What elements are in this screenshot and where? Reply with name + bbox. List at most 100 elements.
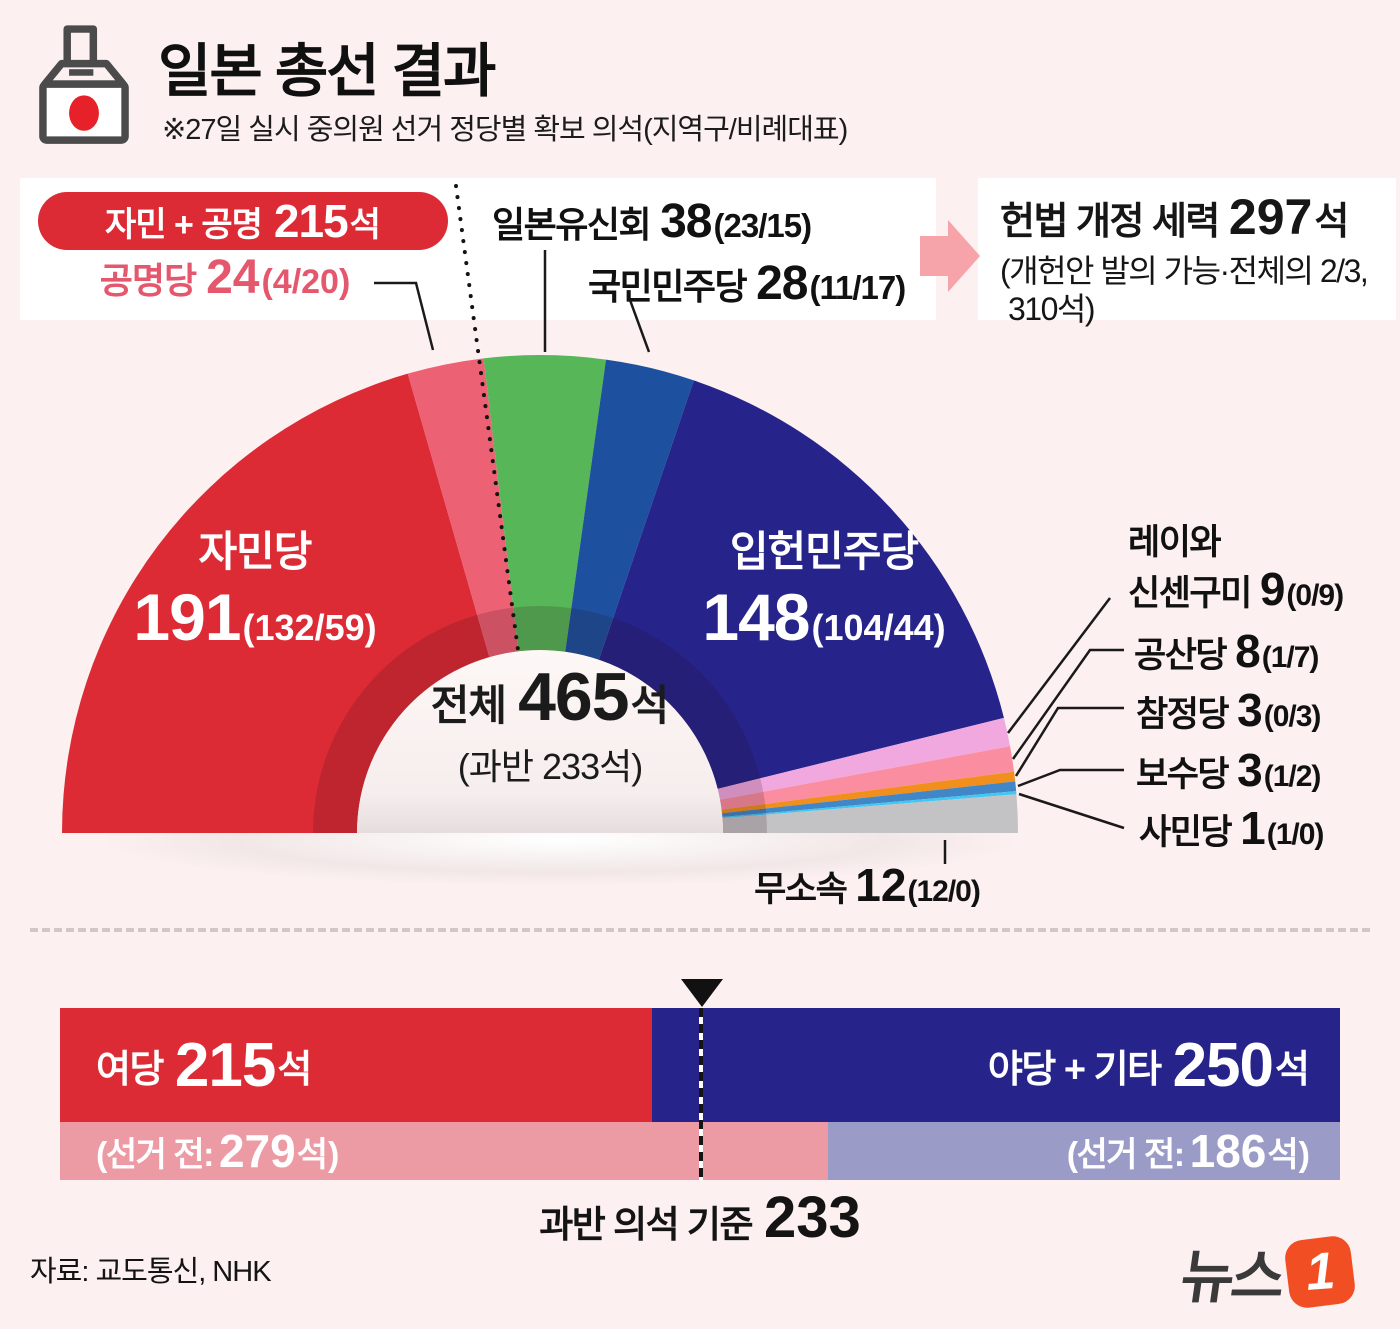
ipheon-name: 입헌민주당 [729,528,919,575]
kokumin-seats: 28 [756,257,808,310]
page-title: 일본 총선 결과 [158,39,496,104]
opposition-unit: 석 [1275,1048,1310,1091]
before-opposition-seats: 186 [1189,1125,1267,1177]
ruling-seats: 215 [174,1030,276,1100]
label-samin: 사민당 1(1/0) [1139,801,1325,855]
musosok-seats: 12 [855,859,907,911]
majority-value: 233 [764,1185,861,1250]
seat-half-donut-chart [62,184,1125,886]
majority-dotted-line [699,1008,703,1180]
majority-marker-triangle [681,979,723,1007]
section-divider [30,928,1370,932]
musosok-name: 무소속 [754,870,848,909]
constitution-unit: 석 [1314,201,1350,243]
jiminto-detail: (132/59) [242,607,377,648]
label-kokumin: 국민민주당 28(11/17) [588,256,907,311]
jiminto-seats: 191 [133,580,241,654]
arrow-right-icon [920,220,980,292]
result-bar-opposition: 야당 + 기타 250 석 [651,1008,1340,1122]
before-bar-opposition: (선거 전: 186 석) [828,1122,1340,1180]
chamjeong-name: 참정당 [1136,695,1230,734]
constitution-box-headline: 헌법 개정 세력 297석 [1000,188,1349,246]
komeito-detail: (4/20) [261,263,351,301]
donut-segment-7 [719,746,1015,810]
donut-segment-2 [407,358,519,658]
leader-reiwa [1007,597,1111,734]
ruling-coalition-unit: 석 [349,205,381,244]
donut-segment-6 [717,717,1011,800]
donut-segments [62,355,1018,833]
constitution-box-note2: 310석) [1008,291,1096,327]
label-jiminto: 자민당 191(132/59) [80,518,430,655]
opposition-label: 야당 + 기타 [987,1048,1162,1091]
news1-logo-number: 1 [1303,1242,1337,1302]
source-credit: 자료: 교도통신, NHK [30,1256,272,1288]
kokumin-name: 국민민주당 [588,266,748,307]
before-ruling-prefix: (선거 전: [96,1135,214,1174]
ishin-seats: 38 [660,195,712,248]
ruling-coalition-pill: 자민 + 공명 215 석 [38,192,448,250]
ballot-box-icon [39,25,129,144]
donut-center-dome [357,650,723,833]
donut-segment-10 [722,791,1017,819]
bosu-seats: 3 [1237,744,1263,796]
leader-bosu [1017,768,1124,788]
majority-caption: 과반 의석 기준 233 [450,1184,950,1251]
kyosan-seats: 8 [1235,625,1261,677]
samin-name: 사민당 [1139,813,1233,852]
label-kyosan: 공산당 8(1/7) [1134,624,1320,678]
reiwa-name-line1: 레이와 [1128,523,1222,562]
donut-segment-9 [721,781,1017,817]
label-total: 전체 465석 (과반 233석) [385,658,715,790]
total-majority-note: (과반 233석) [457,746,643,787]
samin-detail: (1/0) [1266,818,1325,851]
constitution-seats: 297 [1228,189,1313,245]
leader-komeito [374,281,435,351]
before-ruling-seats: 279 [218,1125,296,1177]
ishin-name: 일본유신회 [492,204,652,245]
total-seats: 465 [518,659,629,735]
news1-logo-mark: 1 [1282,1234,1357,1310]
donut-inner-shade [313,606,767,833]
label-ipheon: 입헌민주당 148(104/44) [648,518,1000,655]
leader-samin [1018,792,1125,830]
ruling-coalition-label: 자민 + 공명 [105,205,263,244]
chamjeong-detail: (0/3) [1263,700,1322,733]
leader-kokumin [628,299,651,353]
jiminto-name: 자민당 [198,528,313,575]
musosok-detail: (12/0) [907,875,980,908]
majority-label: 과반 의석 기준 [539,1204,753,1245]
ishin-detail: (23/15) [713,207,813,244]
reiwa-name-line2: 신센구미 [1128,574,1252,613]
constitution-box-note1: (개헌안 발의 가능·전체의 2/3, [1000,253,1369,289]
chamjeong-seats: 3 [1237,684,1263,736]
komeito-seats: 24 [206,251,260,304]
kokumin-detail: (11/17) [809,269,907,306]
komeito-name: 공명당 [99,260,197,301]
label-ishin: 일본유신회 38(23/15) [492,194,813,249]
samin-seats: 1 [1240,802,1266,854]
ipheon-detail: (104/44) [811,607,946,648]
total-label: 전체 [430,682,507,729]
kyosan-detail: (1/7) [1261,641,1320,674]
opposition-seats: 250 [1172,1030,1274,1100]
leader-kyosan [1011,648,1124,760]
ruling-opposition-dotted-divider [454,184,520,652]
donut-segment-11 [722,794,1018,833]
total-unit: 석 [630,682,670,729]
donut-segment-5 [598,380,1004,789]
donut-segment-8 [721,771,1016,814]
ruling-unit: 석 [277,1048,313,1091]
before-bar-ruling: (선거 전: 279 석) [60,1122,828,1180]
donut-segment-3 [483,355,606,652]
label-bosu: 보수당 3(1/2) [1136,743,1321,797]
before-opposition-suffix: 석) [1267,1135,1310,1174]
before-ruling-suffix: 석) [296,1135,340,1174]
donut-segment-4 [565,359,694,660]
news1-logo: 뉴스 1 [1177,1230,1357,1314]
donut-segment-1 [62,373,490,833]
ipheon-seats: 148 [702,580,810,654]
kyosan-name: 공산당 [1134,636,1228,675]
reiwa-seats: 9 [1259,563,1286,615]
